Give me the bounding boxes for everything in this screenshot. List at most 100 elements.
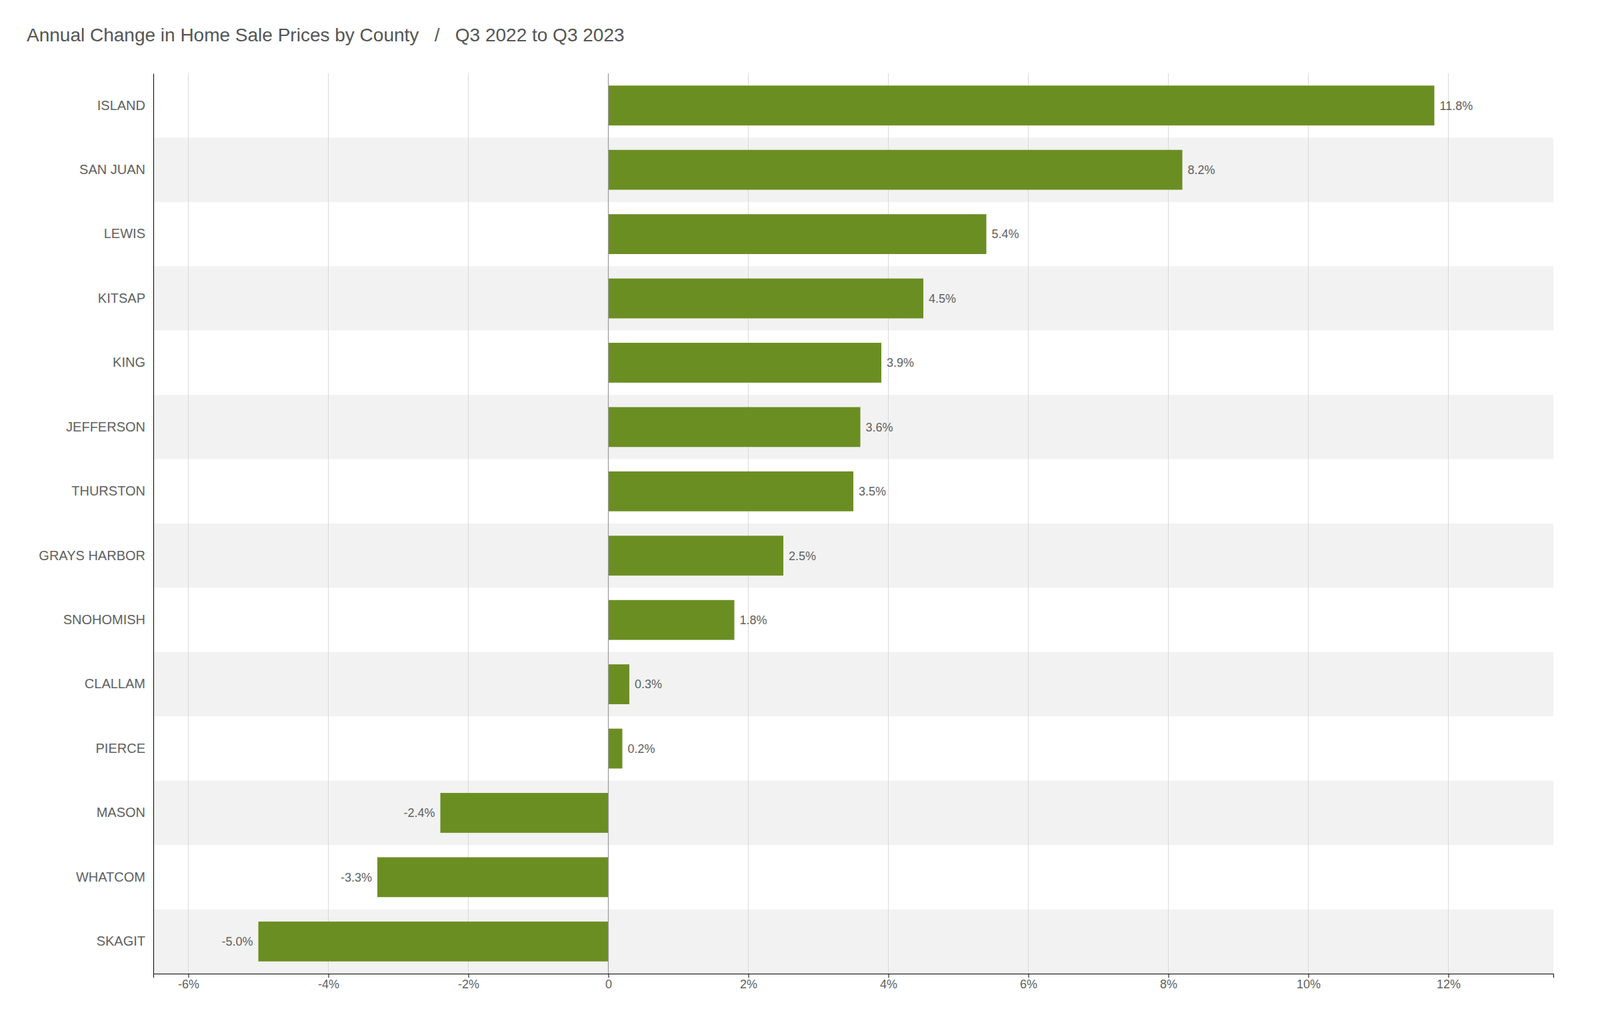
grid-line — [1168, 73, 1169, 974]
zero-line — [608, 73, 609, 974]
bar — [608, 471, 854, 512]
y-tick: SKAGIT — [96, 933, 154, 948]
x-tick: -6% — [178, 973, 200, 991]
row-band — [153, 202, 1554, 266]
row-band — [153, 459, 1554, 524]
y-tick-label: KING — [112, 354, 146, 370]
data-label: 5.4% — [992, 227, 1020, 241]
title: Annual Change in Home Sale Prices by Cou… — [26, 24, 625, 46]
row-band — [153, 780, 1554, 845]
bar — [608, 664, 630, 704]
y-axis: ISLAND SAN JUAN LEWIS KITSAP KING JEFFERSON TH… — [38, 74, 154, 974]
x-tick: 6% — [1020, 973, 1038, 991]
grid-line — [188, 73, 189, 974]
grid — [188, 73, 1449, 974]
data-label: -3.3% — [340, 870, 372, 884]
data-label: 4.5% — [928, 292, 956, 306]
y-tick-label: PIERCE — [96, 740, 146, 756]
y-tick-label: WHATCOM — [76, 869, 146, 884]
y-tick: LEWIS — [104, 226, 154, 241]
x-tick: -2% — [458, 973, 480, 991]
y-tick: KITSAP — [98, 290, 154, 306]
bar — [608, 535, 784, 576]
y-tick: SAN JUAN — [79, 162, 154, 177]
grid-line — [748, 73, 749, 974]
y-tick-label: LEWIS — [104, 226, 146, 241]
y-tick: ISLAND — [97, 98, 154, 113]
x-tick: 12% — [1436, 973, 1461, 991]
x-tick-label: 0 — [605, 977, 612, 991]
x-tick: 10% — [1296, 973, 1321, 991]
row-band — [153, 137, 1554, 202]
bar — [440, 792, 609, 833]
bar — [608, 600, 735, 640]
x-tick: 4% — [880, 973, 898, 991]
bar — [608, 85, 1435, 126]
y-tick-label: SAN JUAN — [79, 162, 146, 177]
row-band — [153, 266, 1554, 330]
y-tick-label: THURSTON — [71, 483, 146, 498]
x-tick-label: -4% — [318, 977, 340, 991]
grid-line — [608, 73, 609, 974]
data-label: -5.0% — [221, 934, 253, 948]
bar — [608, 150, 1183, 190]
data-label: 3.6% — [866, 420, 894, 434]
plot: 11.8%8.2%5.4%4.5%3.9%3.6%3.5%2.5%1.8%0.3… — [38, 73, 1554, 991]
bar — [608, 214, 987, 254]
data-label: 3.5% — [858, 484, 886, 498]
row-band — [153, 73, 1554, 138]
data-label: 2.5% — [788, 549, 816, 563]
y-tick: KING — [112, 354, 154, 370]
row-band — [153, 587, 1554, 652]
y-tick: GRAYS HARBOR — [38, 548, 154, 563]
bar — [608, 278, 924, 319]
row-band — [153, 844, 1554, 909]
y-tick-label: KITSAP — [98, 290, 146, 306]
y-tick: PIERCE — [96, 740, 154, 756]
y-tick-label: GRAYS HARBOR — [38, 548, 146, 563]
bar — [608, 728, 623, 769]
row-bands — [153, 73, 1554, 974]
bar — [377, 856, 609, 897]
row-band — [153, 394, 1554, 459]
row-band — [153, 716, 1554, 780]
x-tick-label: 2% — [740, 977, 758, 991]
data-label: 0.3% — [634, 677, 662, 691]
y-tick-label: ISLAND — [97, 98, 146, 113]
grid-line — [1308, 73, 1309, 974]
data-label: 8.2% — [1188, 163, 1216, 177]
y-tick: CLALLAM — [84, 676, 154, 691]
grid-line — [888, 73, 889, 974]
x-tick-label: 4% — [880, 977, 898, 991]
x-tick-label: -6% — [178, 977, 200, 991]
chart: Annual Change in Home Sale Prices by Cou… — [0, 0, 1600, 1027]
x-tick: 8% — [1160, 973, 1178, 991]
x-axis-line — [154, 974, 1554, 978]
row-band — [153, 652, 1554, 716]
data-label: -2.4% — [403, 806, 435, 820]
x-tick-label: 12% — [1436, 977, 1461, 991]
data-label: 11.8% — [1440, 99, 1474, 113]
x-tick: 0 — [605, 973, 612, 991]
row-band — [153, 330, 1554, 395]
bars — [258, 73, 1435, 974]
y-tick-label: SNOHOMISH — [63, 612, 146, 627]
data-label: 3.9% — [886, 356, 914, 370]
bar — [608, 342, 882, 383]
y-tick-label: JEFFERSON — [66, 419, 146, 434]
x-axis: -6% -4% -2% 0 2% 4% 6% 8% 10% 12% — [154, 973, 1554, 991]
data-label: 0.2% — [628, 742, 656, 756]
grid-line — [1028, 73, 1029, 974]
y-tick: THURSTON — [71, 483, 154, 498]
row-band — [153, 523, 1554, 588]
data-labels: 11.8%8.2%5.4%4.5%3.9%3.6%3.5%2.5%1.8%0.3… — [221, 99, 1473, 949]
x-tick-label: 10% — [1296, 977, 1321, 991]
y-tick: MASON — [96, 804, 154, 820]
x-tick-label: -2% — [458, 977, 480, 991]
y-tick-label: CLALLAM — [84, 676, 146, 691]
grid-line — [328, 73, 329, 974]
grid-line — [468, 73, 469, 974]
grid-line — [1448, 73, 1449, 974]
y-tick: JEFFERSON — [66, 419, 154, 434]
row-band — [153, 909, 1554, 974]
